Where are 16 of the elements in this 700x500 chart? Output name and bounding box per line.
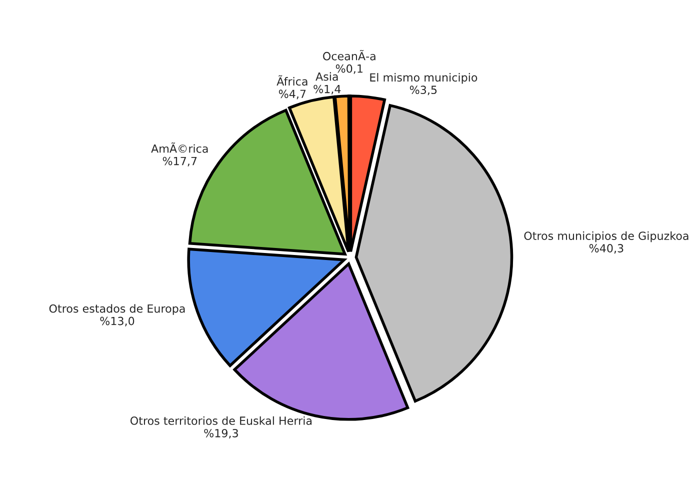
slice-label: Ãfrica	[276, 75, 308, 86]
slice-label: Asia	[316, 72, 338, 81]
data-label: %19,3	[204, 428, 238, 438]
slice-label: Otros territorios de Euskal Herria	[130, 416, 312, 425]
slice-label: OceanÃa	[323, 50, 376, 60]
data-label: %4,7	[278, 90, 306, 100]
data-label: %40,3	[589, 244, 624, 254]
slice-label: El mismo municipio	[370, 73, 478, 84]
slice-label: Otros estados de Europa	[49, 304, 185, 315]
slice-label: Otros municipios de Gipuzkoa	[524, 231, 688, 242]
slice-label: AmÃ©rica	[151, 142, 208, 153]
data-label: %1,4	[314, 84, 341, 94]
data-label: %17,7	[162, 156, 197, 166]
data-label: %3,5	[410, 86, 437, 96]
data-label: %0,1	[336, 64, 362, 74]
data-label: %13,0	[100, 316, 134, 326]
